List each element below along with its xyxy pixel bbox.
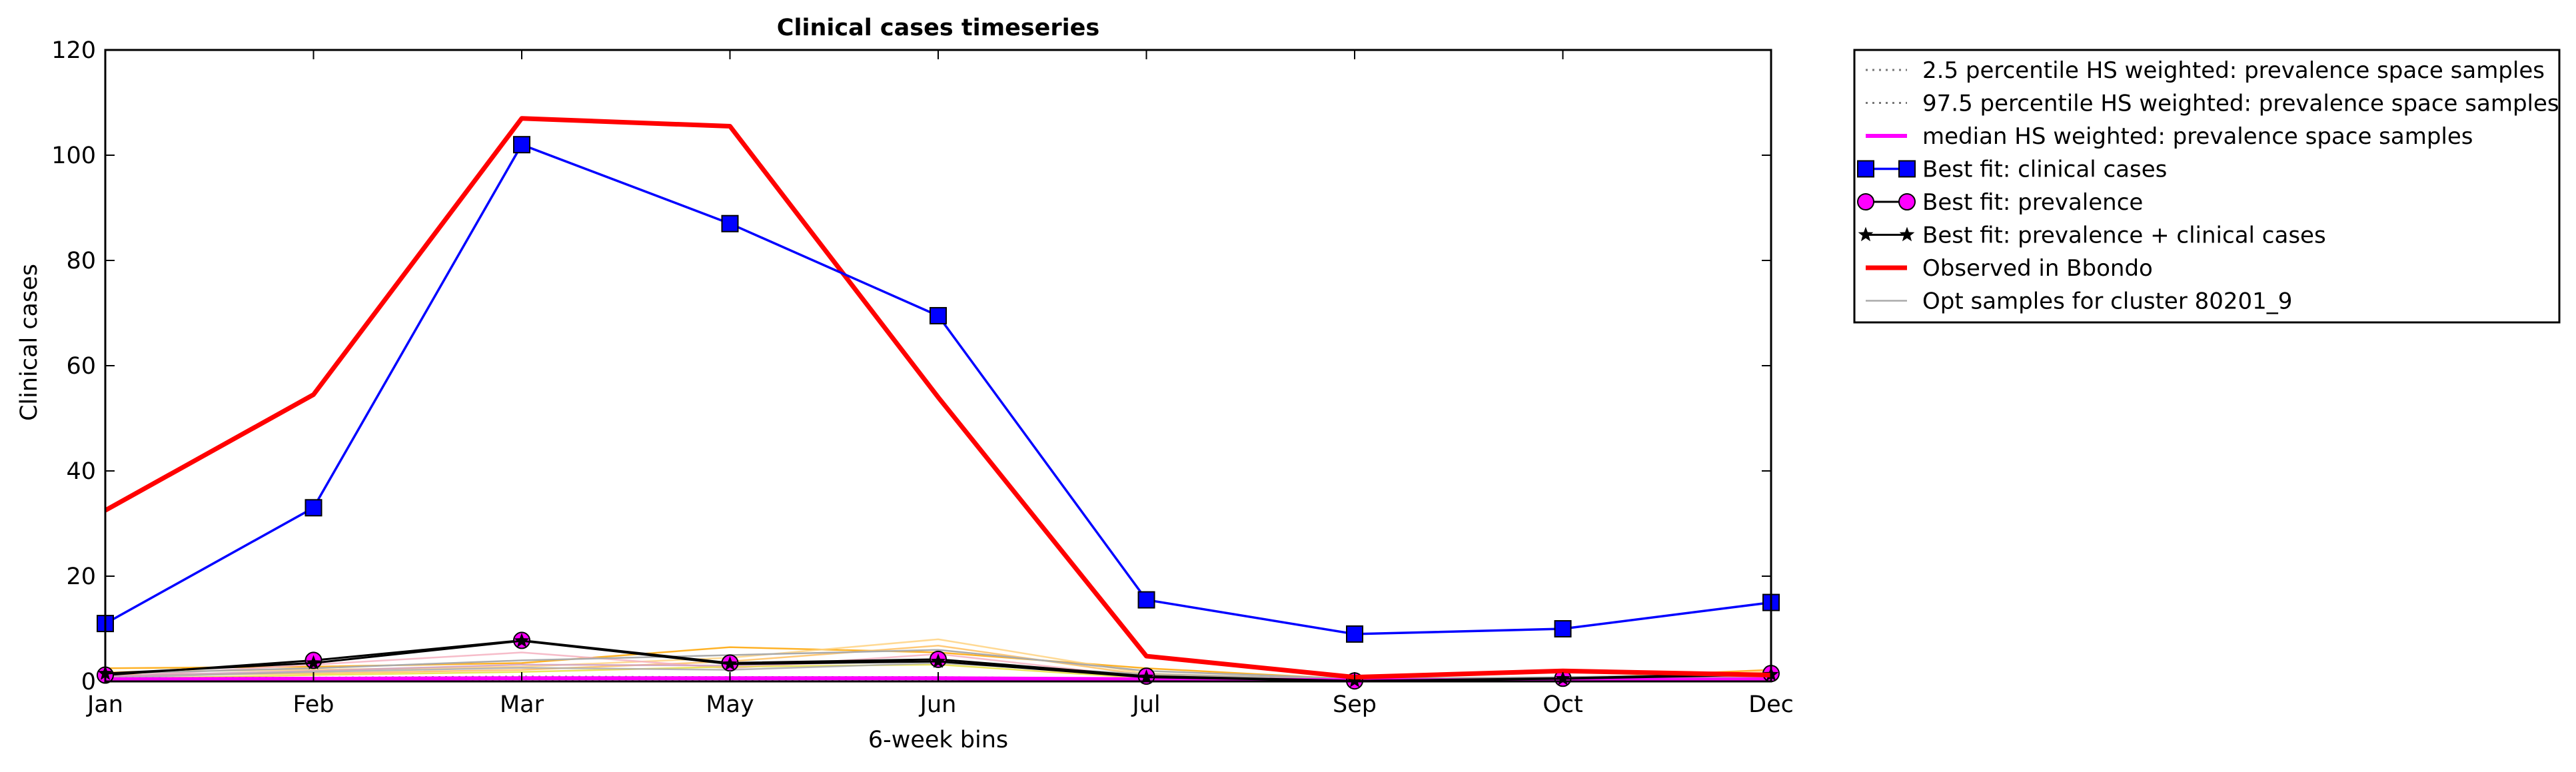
marker-best-fit-clinical <box>513 136 530 154</box>
y-tick-label: 60 <box>66 353 96 380</box>
x-axis-title: 6-week bins <box>868 727 1008 753</box>
x-tick-label: Oct <box>1543 691 1583 718</box>
axis-ticks: 0 20 40 60 80 100 120 Jan Feb Mar May Jun Jul Sep Oct D… <box>51 37 1794 718</box>
y-tick-label: 100 <box>51 143 96 169</box>
marker-best-fit-clinical <box>930 306 947 324</box>
series-line-best-fit-clinical <box>105 143 1772 635</box>
marker-best-fit-clinical <box>1137 591 1155 609</box>
legend-marker <box>1857 160 1874 178</box>
y-tick-label: 80 <box>66 248 96 274</box>
plot-frame <box>104 49 1772 683</box>
legend-label: 97.5 percentile HS weighted: prevalence … <box>1922 91 2559 117</box>
marker-best-fit-clinical <box>305 499 322 517</box>
legend-label: median HS weighted: prevalence space sam… <box>1922 123 2473 150</box>
legend-frame <box>1853 49 2561 324</box>
legend: 2.5 percentile HS weighted: prevalence s… <box>1853 49 2561 324</box>
legend-label: Best fit: prevalence + clinical cases <box>1922 222 2326 249</box>
legend-marker <box>1898 193 1916 210</box>
legend-label: Opt samples for cluster 80201_9 <box>1922 288 2292 315</box>
legend-marker <box>1857 193 1874 210</box>
y-tick-label: 120 <box>51 37 96 64</box>
y-tick-label: 40 <box>66 458 96 485</box>
marker-best-fit-clinical <box>721 214 739 232</box>
y-tick-label: 0 <box>81 669 96 695</box>
y-axis-title: Clinical cases <box>16 264 43 421</box>
legend-label: Best fit: clinical cases <box>1922 157 2167 183</box>
marker-best-fit-combined <box>514 633 530 647</box>
chart-title: Clinical cases timeseries <box>777 15 1099 41</box>
x-tick-label: Jan <box>86 691 123 718</box>
marker-best-fit-clinical <box>1346 625 1363 643</box>
series-line-observed <box>104 116 1772 680</box>
legend-label: Best fit: prevalence <box>1922 189 2143 216</box>
x-tick-label: Dec <box>1748 691 1794 718</box>
legend-label: Observed in Bbondo <box>1922 255 2153 282</box>
legend-marker <box>1858 226 1874 242</box>
legend-marker <box>1898 160 1916 178</box>
marker-best-fit-combined <box>722 655 738 671</box>
x-tick-label: Feb <box>293 691 334 718</box>
legend-label: 2.5 percentile HS weighted: prevalence s… <box>1922 57 2545 84</box>
x-tick-label: May <box>706 691 754 718</box>
plot-area <box>97 116 1780 690</box>
series-line-opt-samples <box>105 649 1772 680</box>
x-tick-label: Jun <box>919 691 957 718</box>
x-tick-label: Sep <box>1333 691 1377 718</box>
y-tick-label: 20 <box>66 564 96 590</box>
x-tick-label: Jul <box>1131 691 1160 718</box>
marker-best-fit-combined <box>306 655 321 670</box>
x-tick-label: Mar <box>500 691 544 718</box>
marker-best-fit-combined <box>930 653 946 668</box>
marker-best-fit-clinical <box>1554 620 1572 637</box>
legend-marker <box>1899 226 1915 242</box>
